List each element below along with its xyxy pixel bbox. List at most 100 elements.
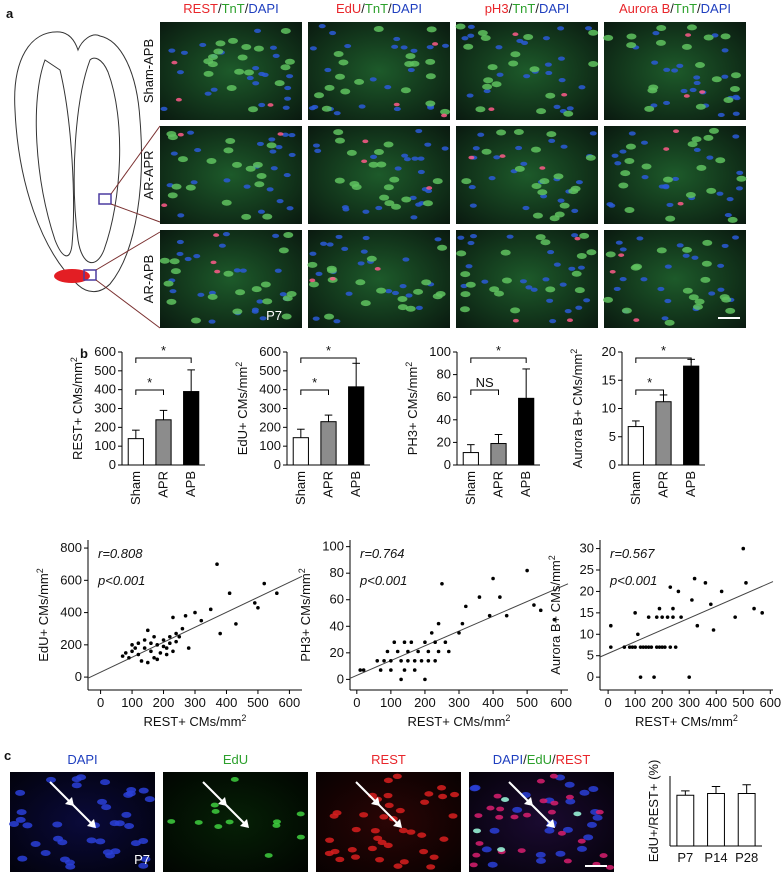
point: [609, 645, 613, 649]
heart-diagram: [14, 31, 161, 329]
nucleus: [472, 852, 481, 858]
x-tick-label: APB: [518, 471, 533, 497]
y-axis-label: Aurora B+ CMs/mm2: [547, 555, 563, 675]
nucleus: [510, 51, 521, 58]
nucleus: [672, 176, 680, 182]
label-text: EdU+ CMs/mm: [36, 573, 51, 661]
y-tick-label: 100: [322, 539, 344, 554]
nucleus: [565, 798, 576, 805]
label-part: /: [535, 1, 539, 16]
nucleus: [180, 50, 188, 55]
nucleus: [469, 862, 478, 868]
x-tick-label: 600: [279, 695, 301, 710]
nucleus: [664, 264, 672, 269]
p-value: p<0.001: [97, 573, 145, 588]
nucleus: [362, 209, 370, 214]
label-sup: 2: [404, 362, 414, 367]
p-value: p<0.001: [609, 573, 657, 588]
nucleus: [633, 318, 640, 322]
x-tick-label: 500: [732, 695, 754, 710]
y-tick-label: 20: [330, 645, 344, 660]
y-axis-label: EdU+ CMs/mm2: [35, 568, 51, 662]
nucleus: [309, 46, 317, 51]
nucleus: [665, 215, 676, 222]
point: [208, 607, 213, 612]
bar: [127, 438, 144, 466]
nucleus: [177, 132, 184, 137]
point: [378, 668, 383, 672]
nucleus: [52, 821, 63, 828]
nucleus: [641, 175, 649, 180]
nucleus: [415, 305, 423, 310]
point: [155, 657, 160, 662]
nucleus: [338, 59, 349, 66]
nucleus: [333, 129, 344, 136]
arrow: [202, 781, 224, 803]
point: [149, 641, 153, 646]
nucleus: [274, 80, 285, 87]
nucleus: [477, 30, 488, 37]
nucleus: [362, 139, 369, 144]
nucleus: [275, 145, 283, 150]
nucleus: [426, 186, 433, 190]
nucleus: [457, 235, 465, 240]
nucleus: [394, 166, 402, 171]
nucleus: [282, 105, 290, 110]
nucleus: [360, 300, 371, 307]
nucleus: [558, 77, 566, 83]
point: [256, 605, 260, 610]
image-label: DAPI: [67, 752, 97, 767]
label-part: REST: [183, 1, 218, 16]
nucleus: [176, 251, 184, 257]
label-part: EdU: [223, 752, 248, 767]
y-tick-label: 200: [60, 637, 82, 652]
nucleus: [354, 78, 365, 85]
point: [663, 645, 667, 649]
bar: [462, 452, 479, 466]
point: [638, 645, 643, 649]
nucleus: [227, 37, 238, 44]
nucleus: [373, 149, 384, 156]
point: [532, 603, 536, 607]
point: [538, 608, 543, 613]
x-axis-label: REST+ CMs/mm2: [635, 713, 738, 729]
point: [464, 604, 468, 609]
nucleus: [703, 134, 714, 141]
nucleus: [404, 61, 415, 68]
nucleus: [379, 814, 389, 820]
point: [426, 658, 431, 663]
nucleus: [495, 45, 503, 50]
nucleus: [213, 48, 224, 55]
nucleus: [258, 102, 266, 108]
label-part: /: [509, 1, 513, 16]
nucleus: [566, 318, 573, 323]
nucleus: [426, 45, 434, 50]
bar: [320, 421, 337, 466]
nucleus: [486, 805, 495, 811]
y-tick-label: 600: [259, 344, 281, 359]
nucleus: [586, 249, 597, 256]
x-tick-label: APR: [156, 471, 171, 498]
nucleus: [693, 80, 701, 86]
nucleus: [314, 92, 325, 99]
nucleus: [281, 132, 289, 137]
nucleus: [468, 155, 475, 160]
nucleus: [559, 202, 570, 209]
panel-label: a: [6, 6, 14, 21]
nucleus: [574, 236, 581, 241]
point: [429, 631, 434, 635]
nucleus: [481, 148, 492, 155]
point: [136, 641, 141, 646]
nucleus: [251, 309, 259, 314]
x-tick-label: 400: [482, 695, 504, 710]
nucleus: [557, 26, 565, 31]
nucleus: [391, 203, 402, 210]
y-tick-label: 600: [60, 572, 82, 587]
nucleus: [680, 88, 688, 94]
x-tick-label: 200: [153, 695, 175, 710]
point: [668, 585, 673, 589]
nucleus: [296, 811, 305, 817]
significance-bracket: [470, 389, 499, 395]
nucleus: [592, 814, 603, 821]
nucleus: [735, 186, 743, 191]
